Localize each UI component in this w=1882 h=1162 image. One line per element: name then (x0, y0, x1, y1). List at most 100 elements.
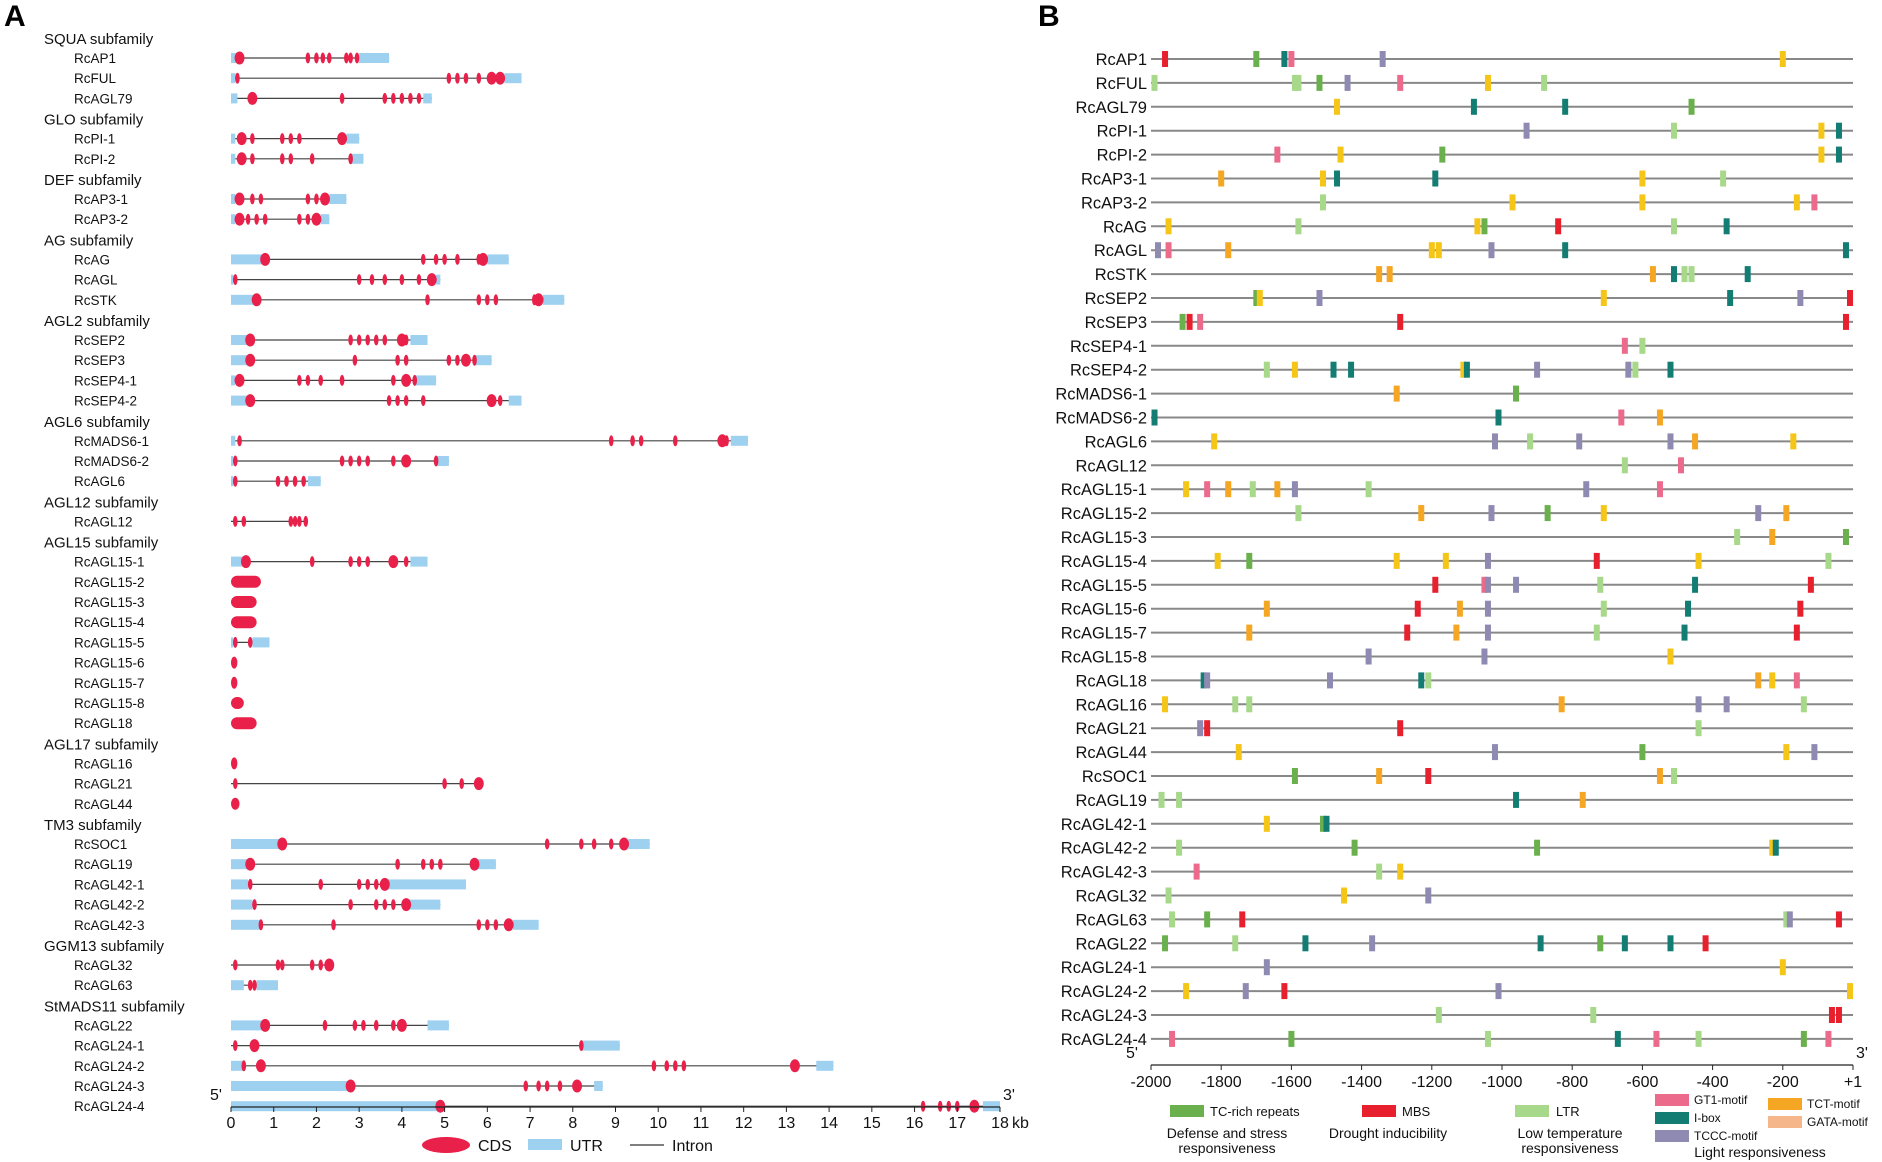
gene-label: RcAGL15-5 (1061, 577, 1147, 595)
cds-exon (303, 515, 309, 527)
legend-utr-swatch (528, 1139, 562, 1150)
promoter-motif-diagram: RcAP1 RcFUL RcAGL79 RcPI-1 RcPI-2 RcAP3-1 RcAP… (1055, 51, 1869, 1160)
gene-label: RcSEP2 (1085, 290, 1147, 308)
utr-3 (487, 254, 509, 265)
gene-label: RcSEP4-2 (1070, 362, 1147, 380)
motif-ltr (1639, 337, 1646, 354)
cds-exon (420, 253, 426, 265)
gene-label: RcAGL12 (74, 514, 133, 529)
motif-ibox (1842, 242, 1849, 259)
gene-label: RcAGL15-7 (74, 676, 145, 691)
motif-tc (1246, 552, 1253, 569)
motif-tc (1319, 815, 1326, 832)
utr-3 (307, 476, 321, 487)
cds-exon (608, 838, 614, 850)
cds-exon (369, 274, 375, 286)
motif-ibox (1323, 815, 1330, 832)
utr-3 (982, 1101, 1000, 1112)
cds-exon (399, 274, 405, 286)
motif-g (1783, 744, 1790, 761)
cds-exon (638, 435, 644, 447)
motif-tc (1688, 98, 1695, 115)
legend-mbs-swatch (1362, 1105, 1396, 1117)
cds-exon (460, 353, 471, 367)
motif-tct (1225, 481, 1232, 498)
x-axis-unit: kb (1012, 1115, 1029, 1132)
cds-exon (348, 556, 353, 568)
cds-exon (920, 1100, 926, 1112)
motif-ltr (1670, 218, 1677, 235)
utr-3 (320, 214, 330, 225)
gene-label: RcMADS6-1 (74, 434, 149, 449)
subfamily-title: AGL15 subfamily (44, 535, 159, 552)
motif-ibox (1727, 290, 1734, 306)
motif-tc (1439, 146, 1446, 163)
cds-exon (391, 1019, 396, 1031)
motif-tccc (1316, 290, 1323, 306)
utr-5 (231, 919, 261, 930)
motif-ibox (1348, 361, 1355, 378)
subfamily-title: AGL17 subfamily (44, 736, 159, 753)
cds-exon (664, 1060, 670, 1072)
cds-exon (258, 193, 264, 205)
cds-exon (234, 192, 245, 206)
cds-exon (309, 556, 315, 568)
utr-5 (231, 294, 257, 305)
utr-3 (436, 274, 441, 285)
gene-label: RcAGL15-1 (74, 555, 145, 570)
motif-tc (1253, 290, 1260, 306)
motif-ltr (1263, 361, 1270, 378)
cds-exon (232, 455, 238, 467)
legend-ibox-label: I-box (1694, 1111, 1721, 1125)
motif-gt1 (1481, 576, 1488, 593)
gene-label: RcAGL15-1 (1061, 481, 1147, 499)
cds-exon (292, 515, 298, 527)
motif-ltr (1825, 552, 1832, 569)
cds-exon (352, 354, 358, 366)
motif-ltr (1783, 911, 1790, 928)
cds-exon (249, 1039, 260, 1053)
motif-tccc (1625, 361, 1632, 378)
motif-g (1600, 505, 1607, 522)
motif-tccc (1576, 433, 1583, 450)
utr-5 (231, 456, 234, 466)
cds-exon (433, 253, 439, 265)
cds-exon (391, 899, 396, 911)
gene-label: RcAGL32 (1075, 888, 1147, 906)
utr-3 (427, 1020, 449, 1031)
cds-exon (354, 52, 360, 64)
gene-label: RcAGL32 (74, 958, 133, 973)
legend-mbs-label: MBS (1402, 1104, 1431, 1119)
utr-5 (231, 93, 238, 104)
motif-g (1263, 815, 1270, 832)
motif-ltr (1670, 122, 1677, 139)
motif-tc (1253, 51, 1260, 67)
motif-tc (1842, 529, 1849, 545)
cds-exon (438, 858, 443, 870)
gene-label: RcAGL42-1 (74, 877, 145, 892)
motif-tct (1769, 529, 1776, 545)
utr-3 (423, 93, 432, 104)
cds-exon (305, 193, 311, 205)
cds-exon (232, 475, 238, 487)
utr-3 (414, 375, 437, 386)
motif-tccc (1513, 576, 1520, 593)
motif-mbs (1807, 576, 1814, 593)
motif-g (1162, 696, 1169, 713)
cds-exon (446, 354, 452, 366)
motif-ltr (1232, 696, 1239, 713)
motif-ltr (1734, 529, 1741, 545)
motif-g (1319, 170, 1326, 187)
gene-label: RcAGL24-4 (74, 1099, 145, 1114)
cds-block (231, 596, 257, 608)
gene-label: RcAGL15-4 (1061, 553, 1147, 571)
cds-exon (395, 858, 400, 870)
cds-exon (579, 1040, 584, 1052)
motif-mbs (1281, 983, 1288, 1000)
cds-exon (503, 918, 514, 932)
gene-label: RcAGL16 (74, 756, 133, 771)
motif-ltr (1541, 74, 1548, 91)
motif-ltr (1597, 576, 1604, 593)
motif-mbs (1842, 313, 1849, 330)
cds-exon (288, 515, 294, 527)
